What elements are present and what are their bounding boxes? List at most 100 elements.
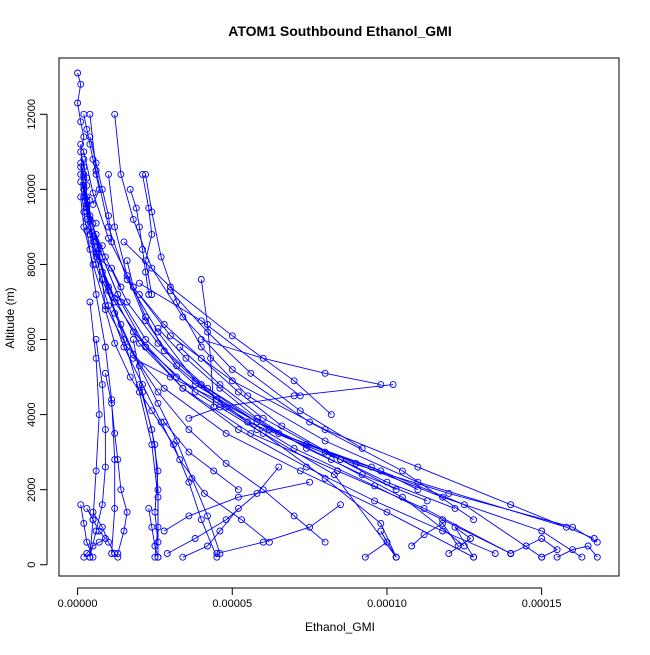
- data-point-marker: [327, 456, 335, 464]
- data-point-marker: [358, 444, 366, 452]
- data-point-marker: [361, 553, 369, 561]
- data-point-marker: [327, 411, 335, 419]
- data-point-marker: [132, 204, 140, 212]
- data-point-marker: [98, 242, 106, 250]
- profile-line: [83, 189, 542, 558]
- data-point-marker: [117, 486, 125, 494]
- data-point-marker: [148, 230, 156, 238]
- data-point-marker: [460, 501, 468, 509]
- data-point-marker: [105, 538, 112, 546]
- data-point-marker: [83, 125, 91, 133]
- data-point-marker: [445, 550, 453, 557]
- data-point-marker: [253, 418, 261, 426]
- profile-series: [120, 238, 335, 419]
- data-point-marker: [398, 467, 406, 475]
- data-point-marker: [123, 508, 131, 516]
- profile-series: [553, 542, 601, 561]
- data-point-marker: [111, 309, 119, 317]
- profile-line: [182, 508, 239, 558]
- data-point-marker: [303, 463, 310, 471]
- y-tick-label: 4000: [26, 402, 38, 426]
- data-point-marker: [139, 245, 146, 253]
- data-point-marker: [111, 339, 119, 347]
- profile-line: [167, 466, 280, 554]
- profile-series: [89, 508, 122, 561]
- data-point-marker: [151, 508, 159, 516]
- data-point-marker: [420, 504, 428, 512]
- data-point-marker: [135, 362, 143, 370]
- data-point-marker: [160, 321, 168, 328]
- data-point-marker: [389, 381, 397, 389]
- x-tick-label: 0.00000: [58, 598, 98, 610]
- data-point-marker: [120, 527, 128, 535]
- profile-line: [448, 526, 474, 558]
- data-point-marker: [92, 354, 100, 362]
- data-point-marker: [182, 354, 190, 362]
- data-point-marker: [92, 159, 100, 167]
- profile-line: [83, 508, 107, 558]
- profile-line: [138, 384, 159, 543]
- data-point-marker: [101, 306, 109, 313]
- data-point-marker: [114, 456, 122, 464]
- data-point-marker: [553, 553, 561, 561]
- data-point-marker: [507, 550, 515, 557]
- data-point-marker: [154, 324, 162, 332]
- data-point-marker: [296, 407, 304, 415]
- data-point-marker: [101, 369, 109, 377]
- data-point-marker: [105, 212, 112, 220]
- x-axis-label: Ethanol_GMI: [305, 620, 375, 634]
- data-point-marker: [321, 426, 329, 434]
- data-point-marker: [139, 170, 146, 178]
- data-point-marker: [216, 527, 224, 535]
- data-point-marker: [148, 264, 156, 272]
- data-point-marker: [129, 215, 137, 223]
- data-point-marker: [439, 519, 447, 527]
- profile-line: [510, 537, 558, 558]
- data-point-marker: [213, 553, 221, 561]
- data-point-marker: [197, 317, 205, 325]
- data-point-marker: [185, 512, 193, 520]
- data-point-marker: [77, 148, 85, 156]
- data-point-marker: [173, 298, 181, 306]
- data-point-marker: [213, 550, 221, 557]
- data-point-marker: [176, 456, 184, 464]
- profile-series: [77, 159, 94, 235]
- data-point-marker: [185, 414, 193, 422]
- data-point-marker: [154, 388, 162, 396]
- data-point-marker: [83, 227, 91, 235]
- profile-series: [145, 504, 162, 561]
- profile-line: [163, 481, 310, 532]
- data-point-marker: [259, 414, 267, 422]
- data-point-marker: [296, 467, 304, 475]
- data-point-marker: [470, 516, 478, 524]
- data-point-marker: [197, 336, 205, 343]
- data-point-marker: [129, 336, 137, 343]
- data-point-marker: [92, 336, 100, 343]
- profile-series: [92, 230, 329, 546]
- data-point-marker: [126, 373, 134, 381]
- profile-line: [170, 290, 363, 449]
- data-point-marker: [160, 418, 168, 426]
- y-tick-label: 10000: [26, 174, 38, 205]
- data-point-marker: [414, 463, 422, 471]
- profile-line: [163, 421, 239, 491]
- data-point-marker: [95, 411, 103, 419]
- data-point-marker: [414, 486, 422, 494]
- data-point-marker: [151, 542, 159, 550]
- x-axis: 0.00000 0.00005 0.00010 0.00015: [58, 587, 562, 610]
- data-point-marker: [80, 519, 88, 527]
- profile-series: [163, 463, 283, 557]
- profile-series: [80, 182, 499, 557]
- profile-line: [133, 357, 419, 491]
- data-point-marker: [207, 354, 215, 362]
- data-point-marker: [216, 384, 224, 392]
- data-point-marker: [234, 426, 242, 434]
- profile-line: [95, 234, 326, 543]
- data-point-marker: [77, 118, 85, 126]
- profile-series: [445, 523, 478, 561]
- data-point-marker: [80, 110, 88, 118]
- profile-line: [123, 241, 332, 415]
- data-point-marker: [83, 538, 91, 546]
- data-point-marker: [451, 523, 459, 531]
